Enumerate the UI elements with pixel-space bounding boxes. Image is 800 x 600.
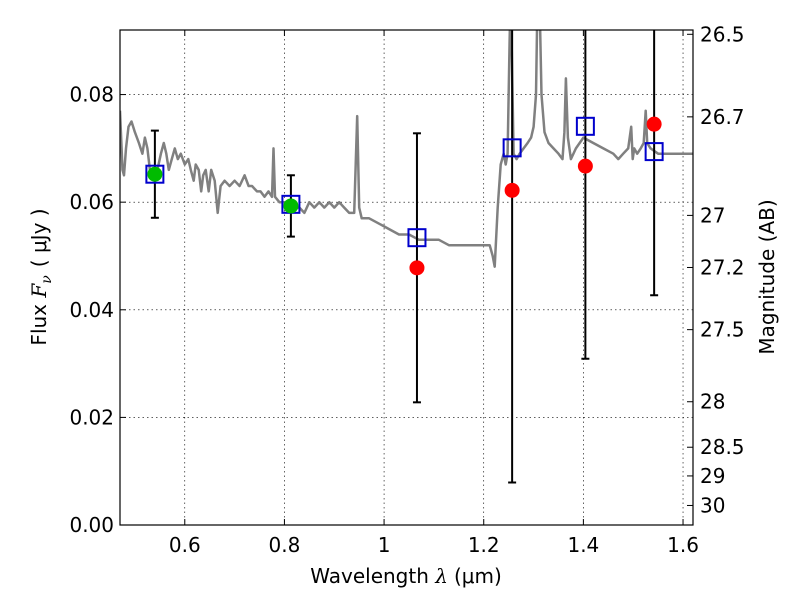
x-tick-label: 0.6 xyxy=(169,533,201,557)
x-tick-label: 1 xyxy=(378,533,391,557)
observed-points-layer xyxy=(147,116,662,276)
y-tick-label: 0.04 xyxy=(69,298,114,322)
y2-axis-label: Magnitude (AB) xyxy=(755,199,779,354)
x-axis-label: Wavelength λ (μm) xyxy=(310,564,502,588)
mag-tick-label: 26.7 xyxy=(700,105,745,129)
y-tick-label: 0.00 xyxy=(69,513,114,537)
observed-point xyxy=(409,260,425,276)
model-point xyxy=(644,142,664,162)
spectrum-layer xyxy=(120,30,693,268)
spectrum-line xyxy=(120,30,693,268)
mag-tick-label: 29 xyxy=(700,464,725,488)
model-point xyxy=(407,228,427,248)
y-tick-label: 0.02 xyxy=(69,405,114,429)
model-point xyxy=(502,138,522,158)
y-tick-label: 0.06 xyxy=(69,190,114,214)
ticks-layer: 0.6 0.8 1 1.2 1.4 1.6 0.00 0.02 0.04 0.06 0.08 26.5… xyxy=(69,22,744,557)
mag-tick-label: 27 xyxy=(700,203,725,227)
y-axis-label: Flux Fν( μJy ) xyxy=(27,208,55,345)
observed-point xyxy=(646,116,662,132)
model-point xyxy=(145,164,165,184)
mag-tick-label: 28.5 xyxy=(700,435,745,459)
mag-tick-label: 27.2 xyxy=(700,255,745,279)
mag-tick-label: 28 xyxy=(700,390,725,414)
errorbar-layer xyxy=(150,30,659,484)
x-tick-label: 1.2 xyxy=(468,533,500,557)
mag-tick-label: 27.5 xyxy=(700,318,745,342)
mag-tick-label: 26.5 xyxy=(700,22,745,46)
grid-layer xyxy=(120,30,693,526)
observed-point xyxy=(147,166,163,182)
observed-point xyxy=(283,198,299,214)
model-points-layer xyxy=(145,116,664,248)
x-tick-label: 1.4 xyxy=(567,533,599,557)
model-point xyxy=(575,116,595,136)
plot-frame xyxy=(119,29,694,526)
x-tick-label: 1.6 xyxy=(667,533,699,557)
y-tick-label: 0.08 xyxy=(69,83,114,107)
observed-point xyxy=(504,182,520,198)
mag-tick-label: 30 xyxy=(700,493,725,517)
x-tick-label: 0.8 xyxy=(269,533,301,557)
observed-point xyxy=(577,158,593,174)
